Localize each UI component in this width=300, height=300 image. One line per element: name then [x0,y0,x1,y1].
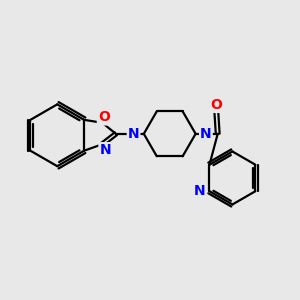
Text: N: N [200,127,212,141]
Text: N: N [128,127,140,141]
Text: N: N [194,184,205,198]
Text: O: O [210,98,222,112]
Text: N: N [99,143,111,157]
Text: O: O [98,110,110,124]
